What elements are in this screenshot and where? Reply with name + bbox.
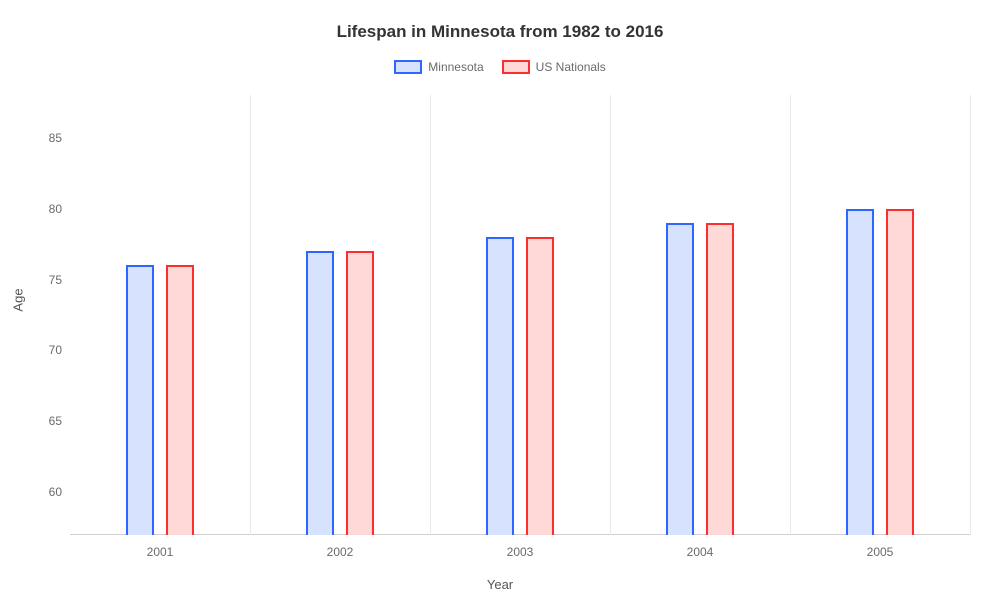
grid-line bbox=[610, 95, 611, 535]
legend-label: US Nationals bbox=[536, 60, 606, 74]
chart-title: Lifespan in Minnesota from 1982 to 2016 bbox=[0, 22, 1000, 42]
x-tick-label: 2003 bbox=[507, 535, 534, 559]
y-axis-label: Age bbox=[11, 288, 26, 311]
legend: Minnesota US Nationals bbox=[0, 60, 1000, 74]
bar bbox=[126, 265, 154, 535]
y-tick-label: 60 bbox=[30, 485, 70, 499]
bar bbox=[666, 223, 694, 535]
y-tick-label: 65 bbox=[30, 414, 70, 428]
x-axis-label: Year bbox=[487, 577, 513, 592]
y-tick-label: 80 bbox=[30, 202, 70, 216]
grid-line bbox=[790, 95, 791, 535]
legend-item: Minnesota bbox=[394, 60, 483, 74]
x-tick-label: 2001 bbox=[147, 535, 174, 559]
bar bbox=[166, 265, 194, 535]
legend-label: Minnesota bbox=[428, 60, 483, 74]
legend-swatch bbox=[502, 60, 530, 74]
plot-area: 60657075808520012002200320042005 bbox=[70, 95, 970, 535]
x-tick-label: 2004 bbox=[687, 535, 714, 559]
bar bbox=[306, 251, 334, 535]
bar bbox=[526, 237, 554, 535]
bar bbox=[346, 251, 374, 535]
x-tick-label: 2005 bbox=[867, 535, 894, 559]
legend-swatch bbox=[394, 60, 422, 74]
y-tick-label: 70 bbox=[30, 343, 70, 357]
bar bbox=[706, 223, 734, 535]
grid-line bbox=[970, 95, 971, 535]
bar bbox=[846, 209, 874, 535]
grid-line bbox=[250, 95, 251, 535]
x-tick-label: 2002 bbox=[327, 535, 354, 559]
chart-container: Lifespan in Minnesota from 1982 to 2016 … bbox=[0, 0, 1000, 600]
bar bbox=[886, 209, 914, 535]
bar bbox=[486, 237, 514, 535]
y-tick-label: 75 bbox=[30, 273, 70, 287]
y-tick-label: 85 bbox=[30, 131, 70, 145]
legend-item: US Nationals bbox=[502, 60, 606, 74]
grid-line bbox=[430, 95, 431, 535]
